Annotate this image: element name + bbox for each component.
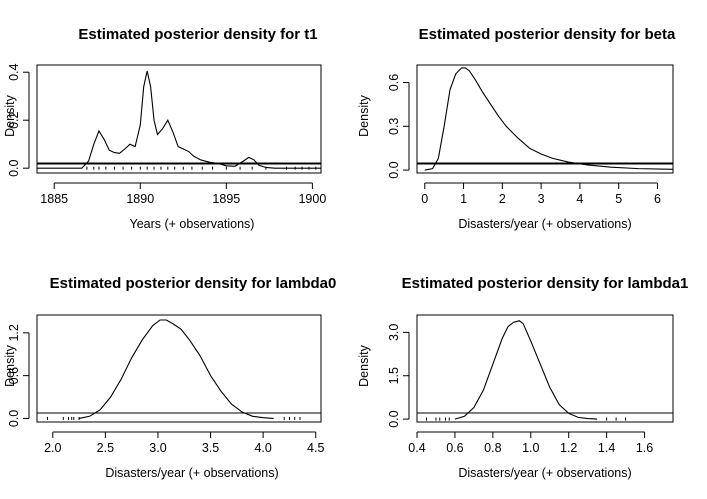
panel-beta: Estimated posterior density for beta 0 1 2… — [357, 26, 676, 231]
x-axis: 0.4 0.6 0.8 1.0 1.2 1.4 1.6 — [408, 431, 653, 455]
x-axis-label: Disasters/year (+ observations) — [105, 466, 278, 480]
x-tick-label: 4.0 — [254, 441, 271, 455]
x-axis-label: Disasters/year (+ observations) — [458, 466, 631, 480]
observation-rug — [47, 416, 301, 420]
y-axis: 0.0 0.3 0.6 — [387, 74, 410, 179]
panel-t1: Estimated posterior density for t1 1885 1… — [3, 26, 326, 231]
x-tick-label: 6 — [654, 192, 661, 206]
x-tick-label: 0.6 — [446, 441, 463, 455]
y-axis-label: Density — [357, 344, 371, 386]
panel-lambda0: Estimated posterior density for lambda0 … — [3, 275, 336, 480]
plot-frame — [36, 64, 322, 174]
x-tick-label: 4 — [576, 192, 583, 206]
x-tick-label: 0.8 — [484, 441, 501, 455]
y-axis: 0.0 0.2 0.4 — [7, 63, 30, 177]
y-tick-label: 0.0 — [7, 410, 21, 427]
x-tick-label: 3 — [538, 192, 545, 206]
y-tick-label: 1.2 — [7, 324, 21, 341]
density-curve — [37, 70, 321, 169]
x-tick-label: 1.2 — [560, 441, 577, 455]
x-tick-label: 4.5 — [307, 441, 324, 455]
x-axis-label: Years (+ observations) — [130, 217, 255, 231]
x-tick-label: 0 — [421, 192, 428, 206]
y-tick-label: 0.0 — [387, 410, 401, 427]
plot-frame — [416, 314, 674, 423]
y-tick-label: 0.3 — [387, 118, 401, 135]
observation-rug — [425, 417, 627, 421]
x-axis: 2.0 2.5 3.0 3.5 4.0 4.5 — [44, 431, 324, 455]
x-tick-label: 1895 — [212, 192, 240, 206]
y-axis: 0.0 1.5 3.0 — [387, 324, 410, 428]
y-tick-label: 0.6 — [387, 74, 401, 91]
x-tick-label: 0.4 — [408, 441, 425, 455]
y-axis-label: Density — [3, 344, 17, 386]
density-curve — [454, 320, 598, 420]
x-tick-label: 1900 — [298, 192, 326, 206]
x-tick-label: 5 — [615, 192, 622, 206]
panel-lambda1: Estimated posterior density for lambda1 … — [357, 275, 688, 480]
y-axis-label: Density — [357, 94, 371, 136]
x-tick-label: 1.4 — [598, 441, 615, 455]
x-tick-label: 2.0 — [44, 441, 61, 455]
x-tick-label: 1.0 — [522, 441, 539, 455]
plot-frame — [416, 64, 674, 174]
x-tick-label: 2 — [499, 192, 506, 206]
y-tick-label: 0.0 — [7, 159, 21, 176]
panel-title: Estimated posterior density for lambda0 — [50, 275, 337, 292]
x-tick-label: 3.5 — [202, 441, 219, 455]
y-tick-label: 0.6 — [7, 367, 21, 384]
y-tick-label: 3.0 — [387, 324, 401, 341]
density-curve — [78, 319, 274, 419]
panel-title: Estimated posterior density for lambda1 — [402, 275, 689, 292]
observation-rug — [86, 166, 317, 170]
y-tick-label: 1.5 — [387, 367, 401, 384]
y-tick-label: 0.4 — [7, 63, 21, 80]
panel-title: Estimated posterior density for t1 — [78, 26, 317, 43]
density-curve — [424, 67, 674, 171]
x-tick-label: 1890 — [126, 192, 154, 206]
y-axis-label: Density — [3, 94, 17, 136]
x-tick-label: 1885 — [40, 192, 68, 206]
x-axis: 0 1 2 3 4 5 6 — [421, 182, 661, 206]
x-axis-label: Disasters/year (+ observations) — [458, 217, 631, 231]
plot-frame — [36, 314, 322, 423]
y-axis: 0.0 0.6 1.2 — [7, 324, 30, 427]
x-axis: 1885 1890 1895 1900 — [40, 182, 326, 206]
x-tick-label: 2.5 — [97, 441, 114, 455]
x-tick-label: 1 — [460, 192, 467, 206]
y-tick-label: 0.2 — [7, 111, 21, 128]
x-tick-label: 1.6 — [636, 441, 653, 455]
x-tick-label: 3.0 — [149, 441, 166, 455]
y-tick-label: 0.0 — [387, 161, 401, 178]
panel-title: Estimated posterior density for beta — [419, 26, 676, 43]
